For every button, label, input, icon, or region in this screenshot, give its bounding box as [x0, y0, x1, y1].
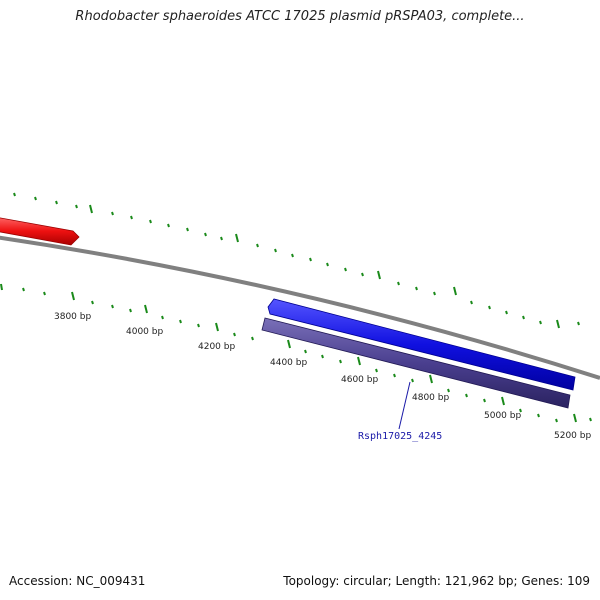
scale-label-3800: 3800 bp — [54, 312, 91, 322]
page-title: Rhodobacter sphaeroides ATCC 17025 plasm… — [75, 9, 525, 24]
gene-label[interactable]: Rsph17025_4245 — [358, 431, 442, 442]
plasmid-backbone — [0, 235, 600, 380]
scale-labels: 3800 bp 4000 bp 4200 bp 4400 bp 4600 bp … — [54, 312, 591, 441]
gene-reverse-purple[interactable] — [261, 317, 571, 409]
gene-forward-blue[interactable] — [267, 298, 576, 391]
scale-label-4200: 4200 bp — [198, 342, 235, 352]
scale-label-4600: 4600 bp — [341, 375, 378, 385]
topology-summary-text: Topology: circular; Length: 121,962 bp; … — [283, 574, 590, 588]
scale-label-4000: 4000 bp — [126, 327, 163, 337]
gene-forward-red[interactable] — [0, 217, 80, 246]
scale-label-5000: 5000 bp — [484, 411, 521, 421]
scale-label-5200: 5200 bp — [554, 431, 591, 441]
scale-label-4400: 4400 bp — [270, 358, 307, 368]
outer-tick-row — [13, 192, 580, 329]
inner-tick-row — [0, 283, 592, 423]
accession-text: Accession: NC_009431 — [9, 574, 146, 588]
scale-label-4800: 4800 bp — [412, 393, 449, 403]
gene-label-leader — [398, 381, 411, 430]
